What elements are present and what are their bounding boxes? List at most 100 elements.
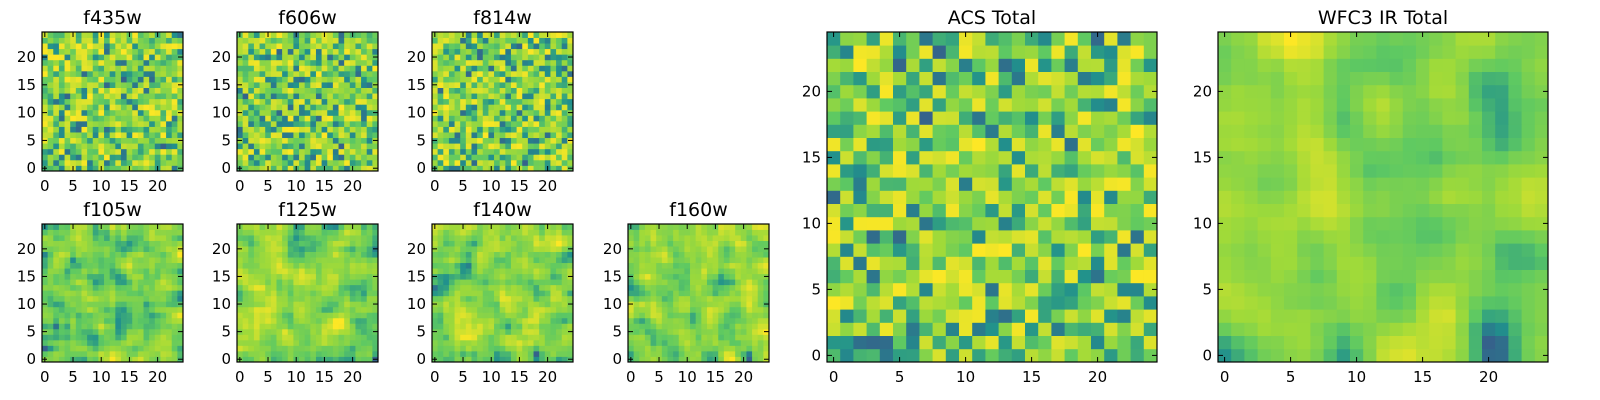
heatmap-cell	[282, 246, 289, 252]
heatmap-cell	[143, 268, 150, 275]
heatmap-cell	[539, 240, 546, 247]
heatmap-cell	[516, 143, 523, 150]
heatmap-cell	[527, 48, 534, 55]
heatmap-cell	[270, 240, 277, 247]
heatmap-cell	[718, 323, 725, 330]
heatmap-cell	[87, 143, 94, 150]
heatmap-cell	[690, 323, 697, 330]
heatmap-cell	[115, 48, 122, 55]
heatmap-cell	[75, 115, 82, 122]
heatmap-cell	[171, 224, 178, 230]
heatmap-cell	[310, 48, 317, 55]
heatmap-cell	[684, 290, 691, 297]
heatmap-cell	[879, 282, 894, 297]
heatmap-cell	[321, 257, 328, 264]
heatmap-cell	[567, 345, 574, 352]
heatmap-cell	[1091, 269, 1105, 284]
heatmap-cell	[827, 335, 841, 350]
heatmap-cell	[47, 356, 54, 363]
heatmap-cell	[53, 295, 60, 302]
heatmap-cell	[104, 43, 111, 50]
heatmap-cell	[505, 32, 512, 38]
heatmap-cell	[959, 335, 973, 350]
heatmap-cell	[544, 87, 551, 94]
heatmap-cell	[366, 290, 373, 297]
heatmap-cell	[109, 279, 116, 286]
heatmap-cell	[109, 273, 116, 280]
heatmap-cell	[1104, 309, 1118, 323]
heatmap-cell	[287, 82, 294, 88]
heatmap-cell	[344, 268, 351, 275]
heatmap-cell	[556, 59, 563, 66]
heatmap-cell	[70, 109, 77, 116]
heatmap-cell	[544, 279, 551, 286]
heatmap-cell	[550, 48, 557, 55]
heatmap-cell	[265, 154, 272, 161]
x-tick-label: 15	[120, 177, 139, 195]
heatmap-cell	[505, 37, 512, 44]
heatmap-cell	[282, 350, 289, 357]
heatmap-cell	[160, 328, 167, 335]
heatmap-cell	[533, 54, 540, 61]
heatmap-cell	[47, 76, 54, 83]
heatmap-cell	[866, 309, 881, 323]
heatmap-cell	[304, 93, 311, 100]
heatmap-cell	[265, 159, 272, 166]
heatmap-cell	[293, 279, 300, 286]
heatmap-cell	[488, 65, 495, 72]
heatmap-cell	[1051, 348, 1065, 363]
y-tick-label: 15	[17, 267, 36, 285]
heatmap-cell	[945, 177, 960, 191]
heatmap-cell	[171, 54, 178, 61]
heatmap-cell	[678, 295, 685, 302]
heatmap-cell	[544, 257, 551, 264]
heatmap-cell	[633, 268, 640, 275]
heatmap-cell	[270, 43, 277, 50]
heatmap-cell	[171, 323, 178, 330]
heatmap-cell	[866, 190, 881, 204]
heatmap-cell	[177, 262, 184, 269]
heatmap-cell	[729, 312, 736, 319]
heatmap-cell	[639, 224, 646, 230]
heatmap-cell	[539, 356, 546, 363]
heatmap-cell	[137, 137, 144, 144]
heatmap-cell	[853, 177, 867, 191]
heatmap-cell	[160, 59, 167, 66]
heatmap-cell	[366, 37, 373, 44]
heatmap-cell	[853, 190, 867, 204]
heatmap-cell	[906, 296, 920, 310]
heatmap-cell	[985, 216, 999, 231]
heatmap-cell	[282, 104, 289, 111]
heatmap-cell	[104, 65, 111, 72]
heatmap-cell	[448, 273, 455, 280]
heatmap-cell	[366, 284, 373, 291]
heatmap-cell	[53, 76, 60, 83]
heatmap-cell	[287, 93, 294, 100]
heatmap-cell	[757, 334, 764, 341]
heatmap-cell	[276, 356, 283, 363]
axes-frame	[41, 31, 184, 172]
heatmap-cell	[70, 115, 77, 122]
heatmap-cell	[366, 54, 373, 61]
heatmap-cell	[550, 229, 557, 236]
heatmap-cell	[81, 257, 88, 264]
heatmap-cell	[522, 148, 529, 155]
heatmap-cell	[510, 328, 517, 335]
heatmap-cell	[248, 334, 255, 341]
heatmap-cell	[432, 59, 439, 66]
heatmap-cell	[270, 284, 277, 291]
heatmap-cell	[505, 229, 512, 236]
heatmap-cell	[432, 132, 439, 139]
heatmap-cell	[98, 70, 105, 77]
heatmap-cell	[299, 356, 306, 363]
heatmap-cell	[701, 235, 708, 241]
heatmap-cell	[293, 312, 300, 319]
heatmap-cell	[259, 143, 266, 150]
heatmap-cell	[972, 296, 986, 310]
heatmap-cell	[282, 109, 289, 116]
heatmap-cell	[527, 120, 534, 127]
heatmap-cell	[160, 132, 167, 139]
heatmap-cell	[75, 246, 82, 252]
heatmap-cell	[522, 339, 529, 346]
